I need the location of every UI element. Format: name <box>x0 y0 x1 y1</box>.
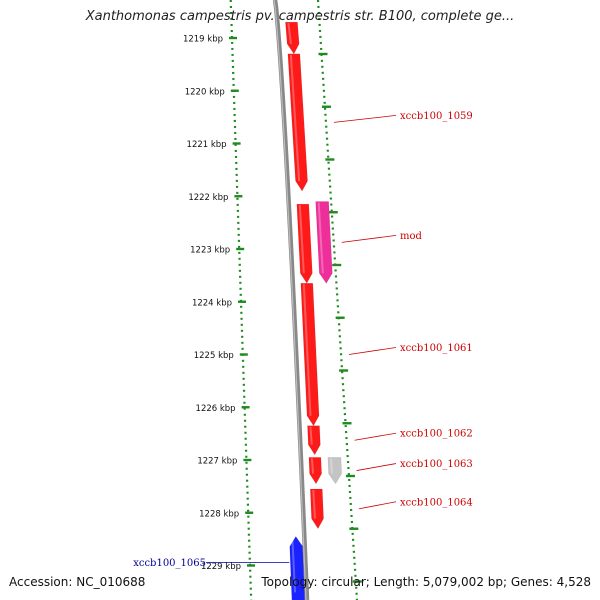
genome-backbone <box>272 0 310 600</box>
backbone-group <box>272 0 310 600</box>
ruler-tick-label: 1221 kbp <box>187 140 227 150</box>
gene-feature[interactable] <box>289 535 306 600</box>
gene-feature[interactable] <box>300 282 320 427</box>
ruler-tick-label: 1219 kbp <box>183 35 223 45</box>
gene-label[interactable]: xccb100_1062 <box>400 429 473 440</box>
gene-feature-highlight <box>298 205 305 274</box>
gene-feature-highlight <box>302 284 312 416</box>
gene-feature-highlight <box>312 490 316 519</box>
ruler-tick-label: 1223 kbp <box>190 246 230 256</box>
gene-feature[interactable] <box>315 201 333 284</box>
gene-label-connector <box>354 432 397 441</box>
gene-label[interactable]: xccb100_1064 <box>400 497 473 508</box>
gene-feature-highlight <box>287 23 292 44</box>
gene-label[interactable]: xccb100_1063 <box>400 459 473 470</box>
gene-label-connector <box>356 463 397 471</box>
gene-feature-highlight <box>309 426 313 445</box>
ruler-tick-label: 1228 kbp <box>199 509 239 519</box>
accession-text: Accession: NC_010688 <box>9 575 146 589</box>
genome-title: Xanthomonas campestris pv. campestris st… <box>85 9 515 24</box>
gene-feature-highlight <box>317 202 324 274</box>
gene-label-connector <box>348 347 397 355</box>
right-ruler-line <box>316 0 359 600</box>
gene-feature[interactable] <box>285 21 300 55</box>
ruler-tick-label: 1224 kbp <box>192 298 232 308</box>
gene-label[interactable]: mod <box>400 231 423 242</box>
left-ruler-line <box>229 0 253 600</box>
gene-group <box>285 21 342 600</box>
genome-summary-text: Topology: circular; Length: 5,079,002 bp… <box>261 575 591 589</box>
gene-label-connector <box>333 115 397 123</box>
gene-feature-highlight <box>310 458 315 474</box>
gene-feature[interactable] <box>309 488 324 530</box>
ruler-group <box>229 0 359 600</box>
ruler-tick-label: 1226 kbp <box>196 404 236 414</box>
gene-label[interactable]: xccb100_1059 <box>400 111 473 122</box>
gene-label-connector <box>341 235 397 243</box>
ruler-tick-label: 1229 kbp <box>201 562 241 572</box>
gene-feature-highlight <box>291 537 296 593</box>
ruler-tick-label: 1225 kbp <box>194 351 234 361</box>
genome-backbone-highlight <box>273 0 307 600</box>
tick-group: 1219 kbp 1220 kbp 1221 kbp 1222 kbp 1223 kbp… <box>183 35 362 583</box>
gene-feature[interactable] <box>307 425 321 456</box>
ruler-tick-label: 1222 kbp <box>188 193 228 203</box>
gene-feature-highlight <box>289 54 301 181</box>
ruler-tick-label: 1220 kbp <box>185 87 225 97</box>
gene-feature-highlight <box>329 458 334 474</box>
gene-label[interactable]: xccb100_1061 <box>400 343 473 354</box>
gene-feature[interactable] <box>327 457 342 485</box>
gene-feature[interactable] <box>308 457 322 485</box>
gene-feature[interactable] <box>296 203 313 284</box>
gene-label[interactable]: xccb100_1065 <box>133 558 206 569</box>
gene-feature[interactable] <box>287 53 308 192</box>
gene-label-connector <box>358 501 397 510</box>
ruler-tick-label: 1227 kbp <box>197 457 237 467</box>
